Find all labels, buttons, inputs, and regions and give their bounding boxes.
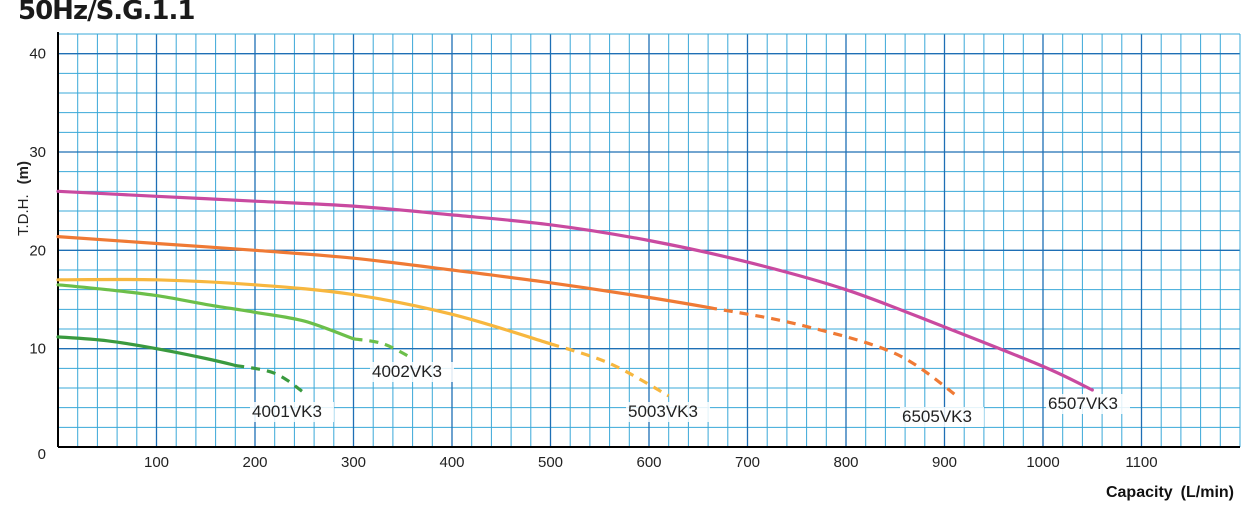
x-tick-label: 200	[242, 454, 267, 471]
series-label-4002VK3: 4002VK3	[372, 362, 442, 381]
series-label-6507VK3: 6507VK3	[1048, 394, 1118, 413]
curve-4002VK3-dashed	[353, 337, 414, 360]
y-tick-label: 20	[29, 242, 46, 259]
x-tick-label: 500	[538, 454, 563, 471]
curve-6505VK3-solid	[56, 235, 710, 309]
series-label-bg	[250, 402, 334, 422]
series-label-bg	[900, 407, 984, 427]
chart-title: 50Hz/S.G.1.1	[18, 0, 195, 26]
series-label-5003VK3: 5003VK3	[628, 402, 698, 421]
y-tick-label: 10	[29, 341, 46, 358]
x-tick-label: 800	[833, 454, 858, 471]
curve-6507VK3-solid	[56, 189, 1094, 392]
x-axis-label: Capacity (L/min)	[1106, 484, 1234, 502]
x-tick-label: 400	[439, 454, 464, 471]
y-tick-label: 0	[38, 446, 46, 463]
curve-5003VK3-dashed	[550, 342, 670, 398]
series-label-4001VK3: 4001VK3	[252, 402, 322, 421]
series-label-6505VK3: 6505VK3	[902, 407, 972, 426]
series-label-bg	[370, 362, 454, 382]
curve-6505VK3-dashed	[707, 305, 961, 400]
x-axis-unit: (L/min)	[1180, 484, 1234, 501]
x-tick-label: 600	[636, 454, 661, 471]
x-tick-label: 700	[735, 454, 760, 471]
curve-4001VK3-dashed	[234, 363, 306, 395]
x-tick-label: 1000	[1026, 454, 1059, 471]
x-tick-label: 100	[144, 454, 169, 471]
x-tick-label: 300	[341, 454, 366, 471]
y-tick-label: 30	[29, 144, 46, 161]
curve-4002VK3-solid	[56, 283, 356, 341]
x-tick-label: 1100	[1125, 454, 1157, 471]
x-tick-label: 900	[932, 454, 957, 471]
x-axis-title: Capacity	[1105, 484, 1173, 501]
y-tick-label: 40	[29, 46, 46, 63]
curve-5003VK3-solid	[56, 277, 553, 346]
series-label-bg	[1046, 394, 1130, 414]
curve-4001VK3-solid	[56, 335, 237, 367]
series-label-bg	[626, 402, 710, 422]
